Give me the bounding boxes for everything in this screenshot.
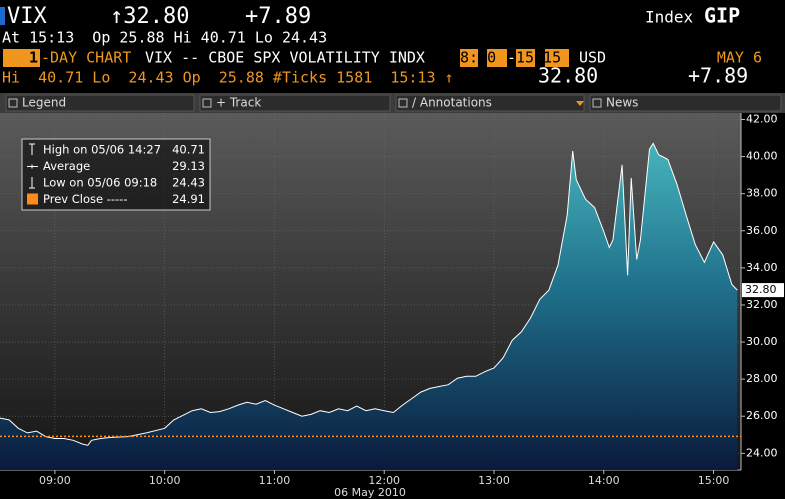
chart: 24.00 26.00 28.00 30.00 32.00 34.00 36.00 38.00… — [0, 112, 784, 487]
toolbar-tab[interactable] — [395, 94, 585, 112]
y-tick-label: 42.00 — [746, 112, 778, 125]
currency: USD — [579, 49, 606, 67]
stats-line: Hi 40.71 Lo 24.43 Op 25.88 #Ticks 1581 1… — [2, 69, 454, 87]
session-start-box[interactable] — [460, 49, 478, 67]
dropdown-arrow[interactable] — [576, 101, 584, 106]
x-tick-label: 11:00 — [259, 474, 291, 487]
y-tick-label: 24.00 — [746, 446, 778, 459]
toolbar-icon[interactable] — [202, 98, 212, 108]
toolbar-tab[interactable] — [199, 94, 391, 112]
toolbar-icon[interactable] — [592, 98, 602, 108]
x-tick-label: 12:00 — [368, 474, 400, 487]
y-tick-label: 32.00 — [746, 298, 778, 311]
toolbar-label[interactable]: Legend — [22, 96, 66, 110]
x-tick-label: 13:00 — [478, 474, 510, 487]
legend-value: 24.91 — [172, 192, 205, 206]
y-tick-label: 30.00 — [746, 335, 778, 348]
x-tick-label: 14:00 — [588, 474, 620, 487]
last-price: ↑32.80 — [110, 4, 189, 29]
toolbar-items: Legend + Track / Annotations News — [5, 94, 782, 112]
symbol: VIX — [7, 4, 47, 29]
session-end-box[interactable] — [516, 49, 535, 67]
toolbar-label[interactable]: News — [606, 96, 638, 110]
y-tick-label: 34.00 — [746, 261, 778, 274]
net-change: +7.89 — [245, 4, 311, 29]
legend-value: 29.13 — [172, 159, 205, 173]
y-tick-label: 26.00 — [746, 409, 778, 422]
x-axis-label: 06 May 2010 — [334, 486, 406, 499]
legend-box — [21, 138, 211, 211]
y-tick-label: 28.00 — [746, 372, 778, 385]
x-tick-label: 15:00 — [698, 474, 730, 487]
legend-icon — [29, 177, 35, 189]
y-tick-label: 40.00 — [746, 150, 778, 163]
y-tick-label: 38.00 — [746, 187, 778, 200]
period[interactable]: 1 — [29, 49, 38, 67]
legend-value: 40.71 — [172, 143, 205, 157]
legend: High on 05/06 14:27 40.71 Average 29.13 Low … — [21, 138, 211, 211]
period-suffix: -DAY CHART — [41, 49, 131, 67]
toolbar-icon[interactable] — [398, 98, 408, 108]
legend-icon — [29, 143, 35, 155]
stats-change: +7.89 — [688, 64, 748, 88]
session-start-box[interactable] — [487, 49, 507, 67]
legend-icon — [27, 164, 38, 169]
chart-date: MAY 6 — [717, 49, 762, 67]
quote-line: At 15:13 Op 25.88 Hi 40.71 Lo 24.43 — [2, 29, 327, 47]
last-price-tag — [742, 283, 784, 298]
toolbar-label[interactable]: + Track — [216, 96, 261, 110]
legend-label: Low on 05/06 09:18 — [43, 176, 157, 190]
x-tick-label: 09:00 — [39, 474, 71, 487]
description: VIX -- CBOE SPX VOLATILITY INDX — [145, 49, 425, 67]
symbol-marker — [0, 7, 5, 25]
toolbar — [0, 93, 785, 113]
legend-label: High on 05/06 14:27 — [43, 143, 161, 157]
stats-last: 32.80 — [538, 64, 598, 88]
legend-value: 24.43 — [172, 176, 205, 190]
session-separator: - — [507, 49, 516, 67]
session-start[interactable]: 8:30 — [460, 49, 496, 67]
period-box[interactable] — [3, 49, 40, 67]
session-end-box[interactable] — [545, 49, 569, 67]
area-fill — [0, 143, 738, 470]
last-price-tag-label: 32.80 — [745, 283, 777, 296]
y-tick-label: 36.00 — [746, 224, 778, 237]
x-tick-label: 10:00 — [149, 474, 181, 487]
asset-type: Index — [645, 8, 694, 27]
toolbar-tab[interactable] — [589, 94, 782, 112]
toolbar-icon[interactable] — [8, 98, 18, 108]
session-end[interactable]: 15:15 — [516, 49, 561, 67]
legend-icon — [27, 193, 38, 205]
toolbar-label[interactable]: / Annotations — [412, 96, 492, 110]
command[interactable]: GIP — [704, 4, 740, 28]
toolbar-tab[interactable] — [5, 94, 195, 112]
legend-label: Average — [43, 159, 90, 173]
legend-label: Prev Close ----- — [43, 192, 127, 206]
